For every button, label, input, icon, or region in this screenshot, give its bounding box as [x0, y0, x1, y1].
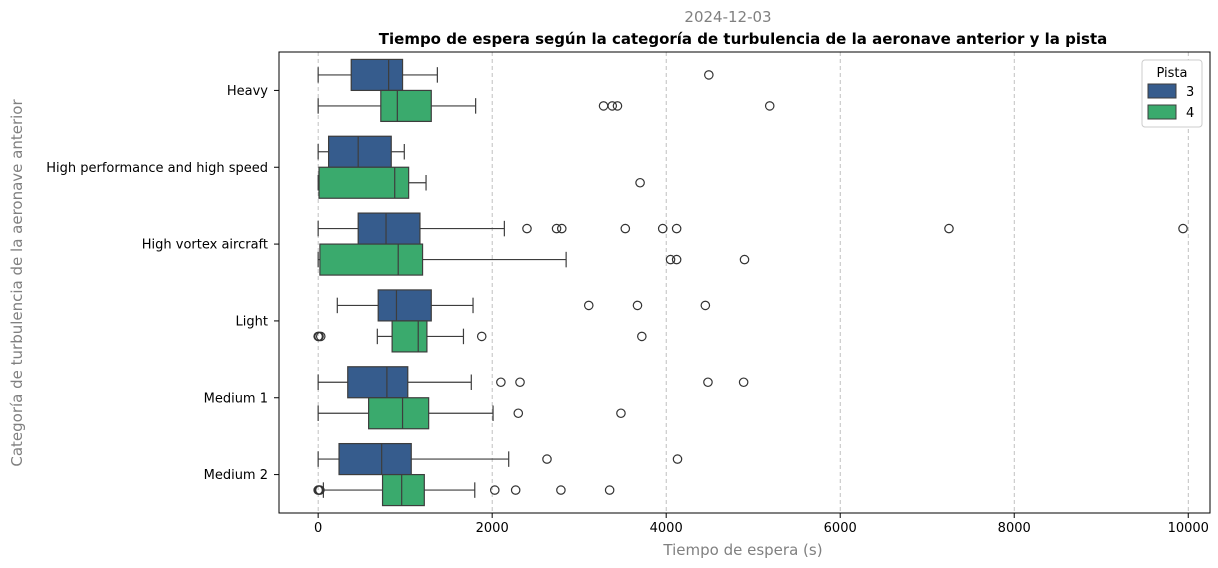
outlier-point — [671, 254, 682, 265]
outlier-point — [496, 377, 506, 388]
legend-swatch — [1147, 83, 1177, 99]
outlier-point — [489, 485, 500, 495]
box-group-4 — [317, 397, 626, 430]
outlier-point — [620, 223, 631, 234]
outlier-point — [637, 331, 647, 342]
outlier-point — [1178, 223, 1188, 234]
x-tick-label: 6000 — [824, 521, 857, 536]
outlier-point — [635, 177, 645, 188]
box-group-4 — [313, 473, 615, 507]
box-iqr — [327, 135, 392, 168]
outlier-point — [604, 485, 615, 495]
outlier-point — [704, 70, 714, 80]
box-iqr — [381, 473, 425, 507]
box-group-3 — [317, 135, 405, 168]
outlier-point — [598, 101, 609, 111]
box-group-4 — [313, 320, 647, 353]
box-iqr — [319, 243, 424, 276]
box-plots — [313, 58, 1188, 507]
outlier-point — [476, 331, 487, 342]
outlier-point — [665, 254, 676, 265]
outlier-point — [556, 223, 567, 234]
box-iqr — [377, 289, 432, 322]
box-iqr — [380, 89, 432, 123]
x-tick-label: 2000 — [476, 521, 509, 536]
chart-title: Tiempo de espera según la categoría de t… — [379, 30, 1107, 48]
outlier-point — [315, 485, 325, 495]
y-category-label: Light — [236, 314, 268, 329]
outlier-point — [671, 223, 682, 234]
x-tick-label: 4000 — [650, 521, 683, 536]
box-iqr — [318, 166, 410, 199]
outlier-point — [515, 377, 525, 388]
outlier-point — [657, 223, 668, 234]
outlier-point — [632, 300, 643, 311]
x-tick-label: 10000 — [1168, 521, 1209, 536]
grid-lines — [317, 52, 1189, 513]
chart-suptitle: 2024-12-03 — [684, 8, 771, 26]
y-category-label: High vortex aircraft — [142, 238, 268, 253]
box-iqr — [350, 58, 404, 92]
outlier-point — [556, 485, 566, 495]
box-group-3 — [336, 289, 711, 322]
outlier-point — [764, 101, 775, 111]
plot-frame — [278, 51, 1211, 514]
outlier-point — [672, 454, 683, 464]
outlier-point — [703, 377, 713, 388]
box-group-3 — [317, 442, 683, 476]
y-category-label: Medium 1 — [204, 391, 268, 406]
outlier-point — [510, 485, 521, 495]
box-iqr — [368, 397, 430, 430]
y-category-label: High performance and high speed — [46, 161, 268, 176]
box-iqr — [391, 320, 428, 353]
box-iqr — [347, 366, 409, 399]
legend-label: 3 — [1186, 85, 1194, 100]
outlier-point — [616, 408, 626, 419]
legend-title: Pista — [1156, 66, 1187, 81]
legend: Pista 34 — [1141, 59, 1203, 128]
outlier-point — [583, 300, 594, 311]
legend-swatch — [1147, 104, 1177, 120]
legend-label: 4 — [1186, 106, 1194, 121]
box-group-4 — [317, 89, 775, 123]
legend-entries: 34 — [1147, 83, 1194, 121]
x-axis-title: Tiempo de espera (s) — [662, 541, 822, 559]
y-category-label: Medium 2 — [204, 468, 268, 483]
outlier-point — [513, 408, 524, 419]
outlier-point — [315, 331, 326, 342]
box-iqr — [357, 212, 421, 245]
outlier-point — [739, 254, 750, 265]
outlier-point — [522, 223, 532, 234]
box-group-3 — [317, 212, 1188, 245]
x-axis-ticks: 0 2000 4000 6000 8000 10000 — [314, 513, 1209, 536]
outlier-point — [607, 101, 618, 111]
outlier-point — [944, 223, 954, 234]
y-axis-categories: Heavy High performance and high speed High… — [46, 84, 279, 483]
box-group-4 — [317, 166, 645, 199]
box-group-3 — [317, 58, 714, 92]
box-iqr — [338, 442, 412, 476]
y-axis-title: Categoría de turbulencia de la aeronave … — [8, 99, 26, 467]
x-tick-label: 0 — [314, 521, 322, 536]
box-group-4 — [317, 243, 750, 276]
outlier-point — [542, 454, 552, 464]
outlier-point — [612, 101, 623, 111]
outlier-point — [700, 300, 711, 311]
box-group-3 — [317, 366, 749, 399]
outlier-point — [551, 223, 562, 234]
y-category-label: Heavy — [227, 84, 268, 99]
outlier-point — [738, 377, 749, 388]
x-tick-label: 8000 — [998, 521, 1031, 536]
